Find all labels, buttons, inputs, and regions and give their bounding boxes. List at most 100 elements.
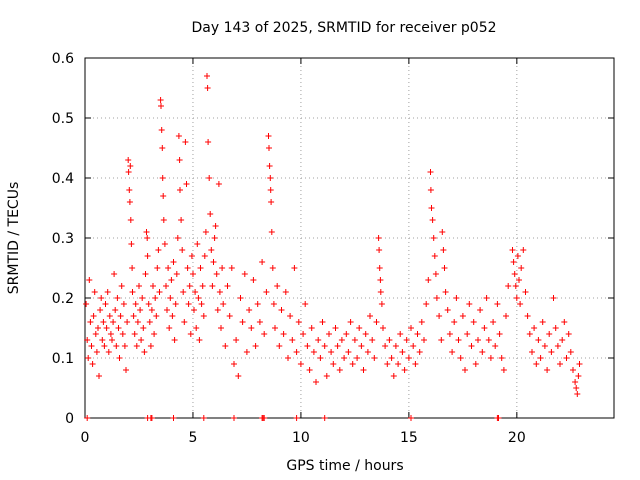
data-point: [127, 163, 134, 169]
data-point: [148, 415, 155, 421]
data-point: [436, 313, 443, 319]
y-tick-labels: 0 0.1 0.2 0.3 0.4 0.5 0.6: [52, 51, 74, 427]
data-point: [139, 295, 146, 301]
data-point: [158, 103, 164, 109]
data-point: [163, 283, 169, 289]
data-point: [438, 337, 445, 343]
data-point: [321, 415, 328, 421]
data-point: [159, 175, 166, 181]
y-tick-label: 0.3: [52, 231, 74, 247]
data-point: [321, 343, 328, 349]
data-point: [328, 349, 335, 355]
data-point: [204, 73, 210, 79]
data-point: [487, 355, 494, 361]
data-point: [369, 337, 376, 343]
data-point: [167, 295, 174, 301]
data-point: [546, 331, 553, 337]
data-point: [105, 349, 112, 355]
data-point: [137, 307, 144, 313]
data-point: [380, 325, 386, 331]
data-point: [360, 367, 367, 373]
data-point: [153, 313, 160, 319]
data-point: [330, 361, 337, 367]
y-tick-label: 0.1: [52, 351, 74, 367]
data-point: [109, 337, 115, 343]
data-point: [432, 271, 439, 277]
data-point: [179, 247, 186, 253]
data-point: [90, 313, 97, 319]
data-point: [513, 295, 520, 301]
data-point: [198, 301, 205, 307]
data-point: [477, 307, 484, 313]
data-point: [293, 349, 300, 355]
data-point: [113, 343, 120, 349]
data-point: [252, 343, 259, 349]
data-point: [378, 301, 385, 307]
data-point: [557, 361, 563, 367]
data-point: [186, 283, 193, 289]
data-point: [145, 301, 152, 307]
data-point: [250, 277, 257, 283]
data-point: [428, 205, 435, 211]
data-point: [539, 319, 546, 325]
data-point: [392, 343, 399, 349]
data-point: [345, 349, 352, 355]
data-point: [375, 235, 382, 241]
y-tick-label: 0.6: [52, 51, 74, 67]
data-point: [395, 361, 402, 367]
data-point: [208, 247, 215, 253]
data-point: [416, 349, 423, 355]
data-point: [285, 355, 291, 361]
data-point: [334, 343, 341, 349]
data-point: [176, 157, 183, 163]
data-point: [154, 265, 161, 271]
data-point: [526, 331, 533, 337]
data-point: [373, 319, 380, 325]
data-point: [141, 349, 148, 355]
data-point: [261, 415, 268, 421]
data-point: [114, 295, 121, 301]
data-point: [148, 307, 155, 313]
data-point: [386, 337, 393, 343]
data-point: [408, 415, 414, 421]
data-point: [280, 331, 287, 337]
data-point: [156, 289, 163, 295]
data-point: [204, 85, 211, 91]
data-point: [182, 139, 189, 145]
data-point: [496, 331, 503, 337]
data-point: [490, 319, 497, 325]
data-point: [177, 187, 183, 193]
data-point: [267, 175, 274, 181]
data-point: [390, 373, 397, 379]
data-point: [100, 319, 107, 325]
data-point: [117, 313, 124, 319]
data-point: [429, 217, 436, 223]
data-point: [248, 325, 255, 331]
data-point: [492, 343, 499, 349]
data-point: [573, 385, 580, 391]
data-point: [516, 277, 522, 283]
data-point: [494, 301, 501, 307]
data-point: [410, 343, 417, 349]
x-tick-label: 20: [508, 430, 526, 446]
data-point: [500, 367, 507, 373]
data-point: [172, 301, 179, 307]
data-point: [160, 217, 167, 223]
data-point: [233, 337, 240, 343]
data-point: [118, 283, 125, 289]
data-point: [412, 361, 419, 367]
data-point: [106, 313, 113, 319]
data-point: [323, 373, 330, 379]
data-point: [541, 343, 548, 349]
data-point: [403, 337, 410, 343]
data-point: [130, 313, 137, 319]
data-point: [270, 301, 277, 307]
data-point: [89, 361, 96, 367]
data-point: [84, 415, 91, 421]
data-point: [376, 265, 383, 271]
data-point: [144, 235, 151, 241]
data-point: [206, 175, 213, 181]
data-point: [237, 295, 244, 301]
data-point: [146, 319, 153, 325]
